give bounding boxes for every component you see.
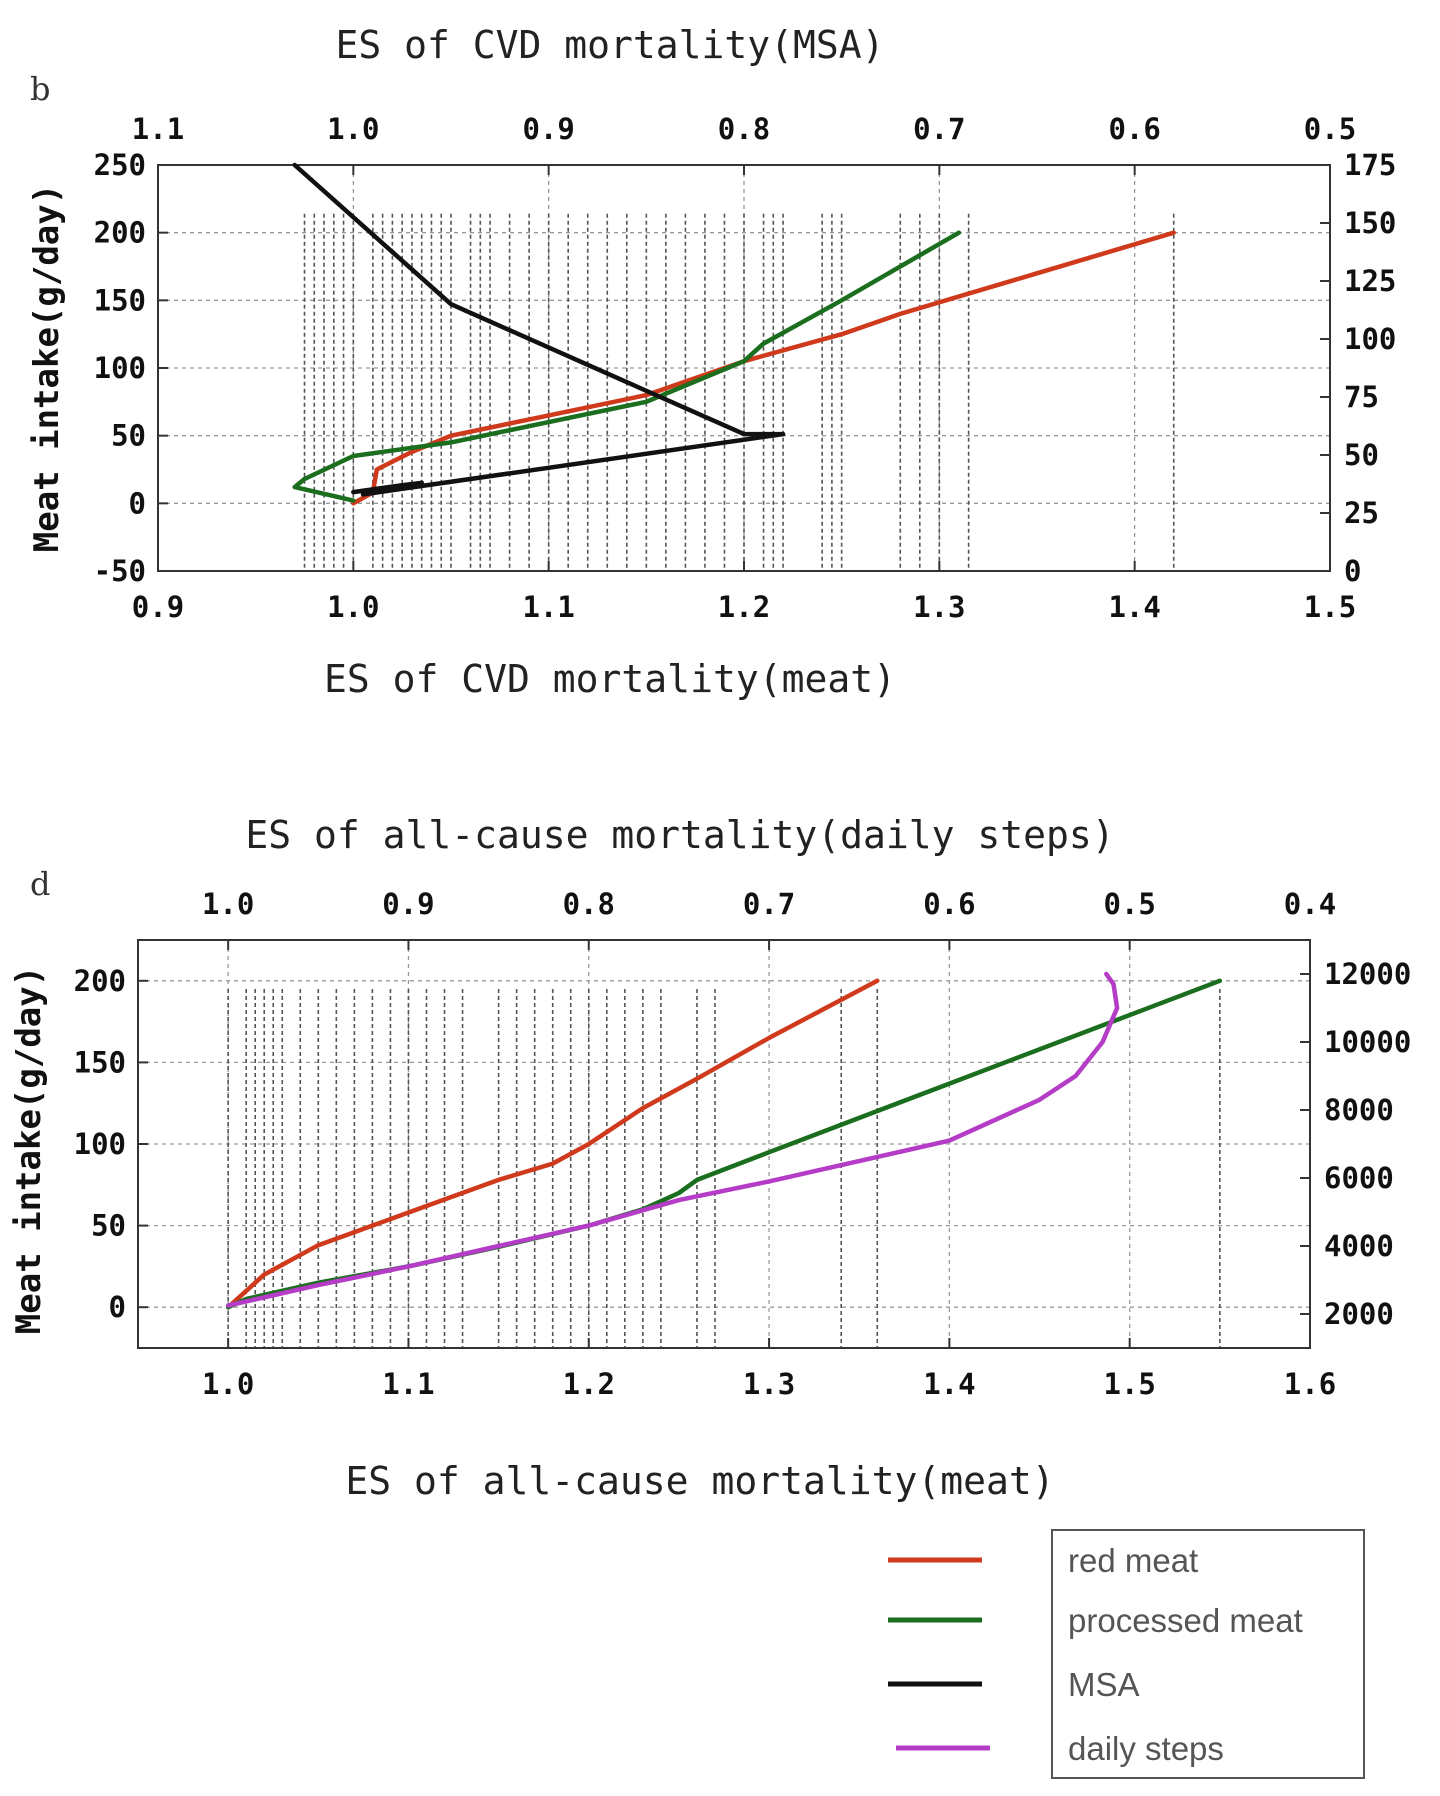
panel-d-series-daily-steps	[225, 971, 1120, 1308]
panel-b-x-tick-label: 0.9	[132, 590, 184, 624]
panel-b-x-tick-label: 1.4	[1108, 590, 1160, 624]
panel-d-x-tick-label: 1.2	[563, 1367, 615, 1401]
panel-d-series-red-meat	[225, 978, 880, 1310]
panel-d-x-tick-label: 1.5	[1103, 1367, 1155, 1401]
panel-b-x-axis-label: ES of CVD mortality(meat)	[324, 657, 896, 701]
panel-d-right-tick-label: 4000	[1324, 1229, 1394, 1263]
panel-b-x-tick-label: 1.0	[327, 590, 379, 624]
panel-d-y-tick-label: 0	[109, 1290, 126, 1324]
panel-d-x-tick-label: 1.3	[743, 1367, 795, 1401]
panel-b-y-tick-label: 250	[94, 148, 146, 182]
panel-b-top-tick-label: 0.5	[1304, 112, 1356, 146]
panel-d-label: d	[30, 865, 50, 903]
panel-b-x-tick-label: 1.5	[1304, 590, 1356, 624]
panel-d-top-tick-label: 0.6	[923, 887, 975, 921]
panel-b-series-processed-meat	[292, 230, 962, 503]
panel-d-y-tick-label: 200	[74, 964, 126, 998]
panel-b-x-tick-label: 1.2	[718, 590, 770, 624]
panel-d-top-tick-label: 0.9	[382, 887, 434, 921]
legend-box	[1051, 1529, 1365, 1779]
panel-b-right-tick-label: 75	[1344, 380, 1379, 414]
panel-b-right-tick-label: 175	[1344, 148, 1396, 182]
panel-b-right-tick-label: 150	[1344, 206, 1396, 240]
panel-b-y-tick-label: 200	[94, 216, 146, 250]
panel-b-chart: b ES of CVD mortality(MSA) 0.9 1.0 1.1 1.2 1…	[27, 23, 1396, 701]
panel-b-label: b	[30, 70, 50, 108]
panel-d-right-tick-label: 10000	[1324, 1025, 1411, 1059]
panel-d-y-tick-label: 50	[91, 1209, 126, 1243]
panel-d-right-tick-label: 12000	[1324, 957, 1411, 991]
legend: red meat processed meat MSA daily steps	[888, 1529, 1365, 1779]
panel-b-y-tick-label: -50	[94, 554, 146, 588]
panel-b-right-tick-label: 100	[1344, 322, 1396, 356]
legend-label-red-meat: red meat	[1068, 1542, 1198, 1579]
panel-d-title: ES of all-cause mortality(daily steps)	[245, 813, 1114, 857]
panel-b-x-tick-label: 1.1	[522, 590, 574, 624]
panel-b-series-red-meat	[351, 230, 1176, 506]
panel-d-y-tick-label: 150	[74, 1045, 126, 1079]
panel-b-top-tick-label: 1.1	[132, 112, 184, 146]
panel-b-y-tick-label: 50	[111, 419, 146, 453]
panel-d-top-tick-label: 1.0	[202, 887, 254, 921]
panel-b-right-tick-label: 125	[1344, 264, 1396, 298]
panel-d-top-tick-label: 0.7	[743, 887, 795, 921]
panel-d-x-tick-label: 1.0	[202, 1367, 254, 1401]
panel-d-y-tick-label: 100	[74, 1127, 126, 1161]
panel-d-top-tick-label: 0.5	[1103, 887, 1155, 921]
panel-b-title: ES of CVD mortality(MSA)	[335, 23, 884, 67]
panel-b-right-tick-label: 0	[1344, 554, 1361, 588]
panel-b-top-tick-label: 0.9	[522, 112, 574, 146]
panel-d-right-tick-label: 8000	[1324, 1093, 1394, 1127]
panel-b-y-axis-label: Meat intake(g/day)	[27, 184, 67, 552]
panel-d-top-tick-label: 0.8	[563, 887, 615, 921]
panel-d-top-tick-label: 0.4	[1284, 887, 1336, 921]
panel-b-top-tick-label: 1.0	[327, 112, 379, 146]
legend-label-daily-steps: daily steps	[1068, 1730, 1224, 1767]
panel-b-top-tick-label: 0.7	[913, 112, 965, 146]
panel-d-right-tick-label: 2000	[1324, 1297, 1394, 1331]
panel-b-y-tick-label: 150	[94, 283, 146, 317]
panel-d-right-tick-label: 6000	[1324, 1161, 1394, 1195]
panel-b-right-tick-label: 25	[1344, 496, 1379, 530]
panel-d-x-tick-label: 1.6	[1284, 1367, 1336, 1401]
panel-d-x-tick-label: 1.4	[923, 1367, 975, 1401]
panel-d-x-axis-label: ES of all-cause mortality(meat)	[345, 1459, 1054, 1503]
legend-label-msa: MSA	[1068, 1666, 1140, 1703]
panel-d-y-axis-label: Meat intake(g/day)	[9, 966, 49, 1334]
panel-b-y-tick-label: 0	[129, 486, 146, 520]
panel-b-top-tick-label: 0.6	[1108, 112, 1160, 146]
panel-b-right-tick-label: 50	[1344, 438, 1379, 472]
panel-b-top-tick-label: 0.8	[718, 112, 770, 146]
panel-d-chart: d ES of all-cause mortality(daily steps)…	[9, 813, 1411, 1503]
panel-b-series-msa	[292, 162, 786, 497]
panel-b-y-tick-label: 100	[94, 351, 146, 385]
panel-b-x-tick-label: 1.3	[913, 590, 965, 624]
panel-d-x-tick-label: 1.1	[382, 1367, 434, 1401]
legend-label-processed-meat: processed meat	[1068, 1602, 1303, 1639]
